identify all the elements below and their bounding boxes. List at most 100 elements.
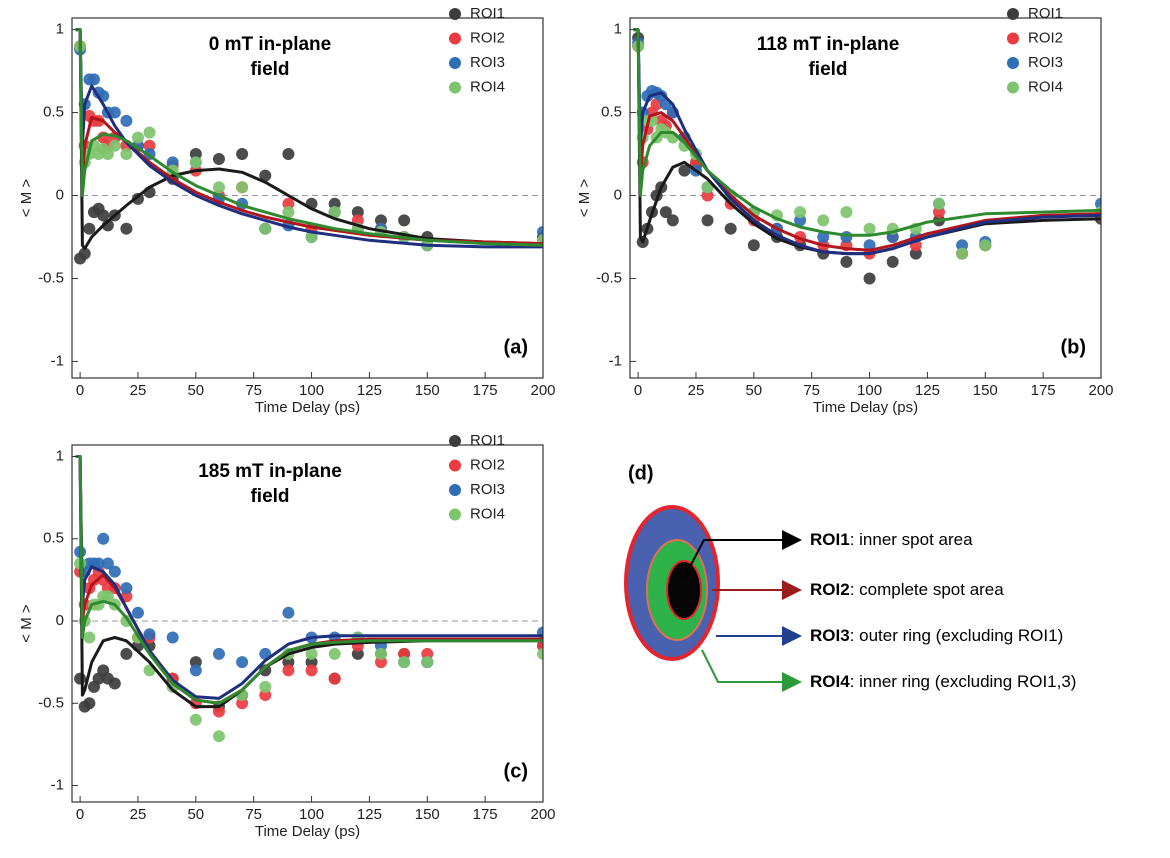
x-tick-label: 75 [803,382,820,399]
legend-marker [449,484,461,496]
roi-label: ROI2: complete spot area [810,580,1004,599]
axes-frame [71,17,544,379]
data-point [282,197,295,210]
data-point [398,647,411,660]
plot-area [72,455,543,743]
x-axis-label: Time Delay (ps) [255,399,360,416]
panel-label: (c) [504,760,528,782]
data-point [282,148,295,161]
data-point [189,664,202,677]
data-point [120,647,133,660]
legend-marker [449,459,461,472]
data-point [166,156,179,169]
x-tick-label: 75 [245,382,262,399]
x-axis-label: Time Delay (ps) [813,399,918,416]
data-point [886,255,899,268]
x-tick-label: 150 [415,806,440,823]
legend-marker [449,435,461,447]
data-point [189,156,202,169]
data-point [817,230,830,243]
chart-title: 185 mT in-plane [198,461,342,482]
x-tick-label: 0 [634,382,642,399]
data-point [236,697,249,710]
plot-area [72,28,543,265]
data-point [131,606,144,619]
data-point [374,647,387,660]
panel-label: (b) [1060,336,1086,358]
roi-description: : inner ring (excluding ROI1,3) [850,672,1077,691]
data-point [189,713,202,726]
fit-line [633,28,1101,237]
arrow [683,530,802,579]
data-point [421,656,434,669]
legend-label: ROI3 [1028,54,1063,71]
data-point [108,565,121,578]
data-point [212,181,225,194]
data-point [236,181,249,194]
data-point [537,647,543,660]
panel-label: (a) [504,336,528,358]
data-point [351,206,364,219]
legend-label: ROI1 [470,432,505,449]
panel-label: (d) [628,462,654,484]
data-point [120,222,133,235]
roi-description: : inner spot area [850,530,973,549]
x-tick-label: 0 [76,382,84,399]
roi-description: : complete spot area [850,580,1005,599]
data-point [259,689,272,702]
data-point [101,557,114,570]
data-point [701,214,714,227]
data-point [143,126,156,139]
fit-line [75,28,543,249]
data-point [282,606,295,619]
legend-marker [449,508,461,521]
data-point [143,139,156,152]
chart-title: field [250,59,289,80]
x-tick-label: 25 [130,382,147,399]
data-point [840,230,853,243]
y-tick-label: -1 [51,352,64,369]
data-point [678,164,691,177]
fit-line [75,28,543,247]
x-tick-label: 25 [688,382,705,399]
fit-line [75,455,543,709]
chart-title: 0 mT in-plane [209,34,331,55]
data-point [817,214,830,227]
data-point [236,656,249,669]
legend-marker [449,32,461,45]
data-point [108,139,121,152]
data-point [794,214,807,227]
x-axis-label: Time Delay (ps) [255,823,360,840]
x-tick-label: 25 [130,806,147,823]
arrow [701,649,802,692]
data-point [78,247,91,260]
data-point [74,672,87,685]
data-point [398,214,411,227]
y-tick-label: -1 [609,352,622,369]
chart-title: field [808,59,847,80]
roi-name: ROI2 [810,580,850,599]
chart-panel: -1 -0.5 0 0.5 1 0 25 50 75 100 125 150 175 200 Time De… [576,5,1114,416]
legend-label: ROI3 [470,54,505,71]
data-point [666,214,679,227]
data-point [863,272,876,285]
y-tick-label: 0.5 [601,104,622,121]
data-point [101,148,114,161]
data-point [282,656,295,669]
legend-marker [449,57,461,69]
x-tick-label: 125 [357,382,382,399]
data-point [101,590,114,603]
data-point [956,247,969,260]
legend-label: ROI2 [470,456,505,473]
legend-marker [449,8,461,20]
y-tick-label: 0 [614,186,622,203]
y-tick-label: 0 [56,186,64,203]
data-point [189,656,202,669]
data-point [259,680,272,693]
roi-label: ROI3: outer ring (excluding ROI1) [810,626,1063,645]
x-tick-label: 200 [530,806,555,823]
data-point [143,628,156,641]
x-tick-label: 50 [187,806,204,823]
data-point [108,677,121,690]
data-point [701,189,714,202]
